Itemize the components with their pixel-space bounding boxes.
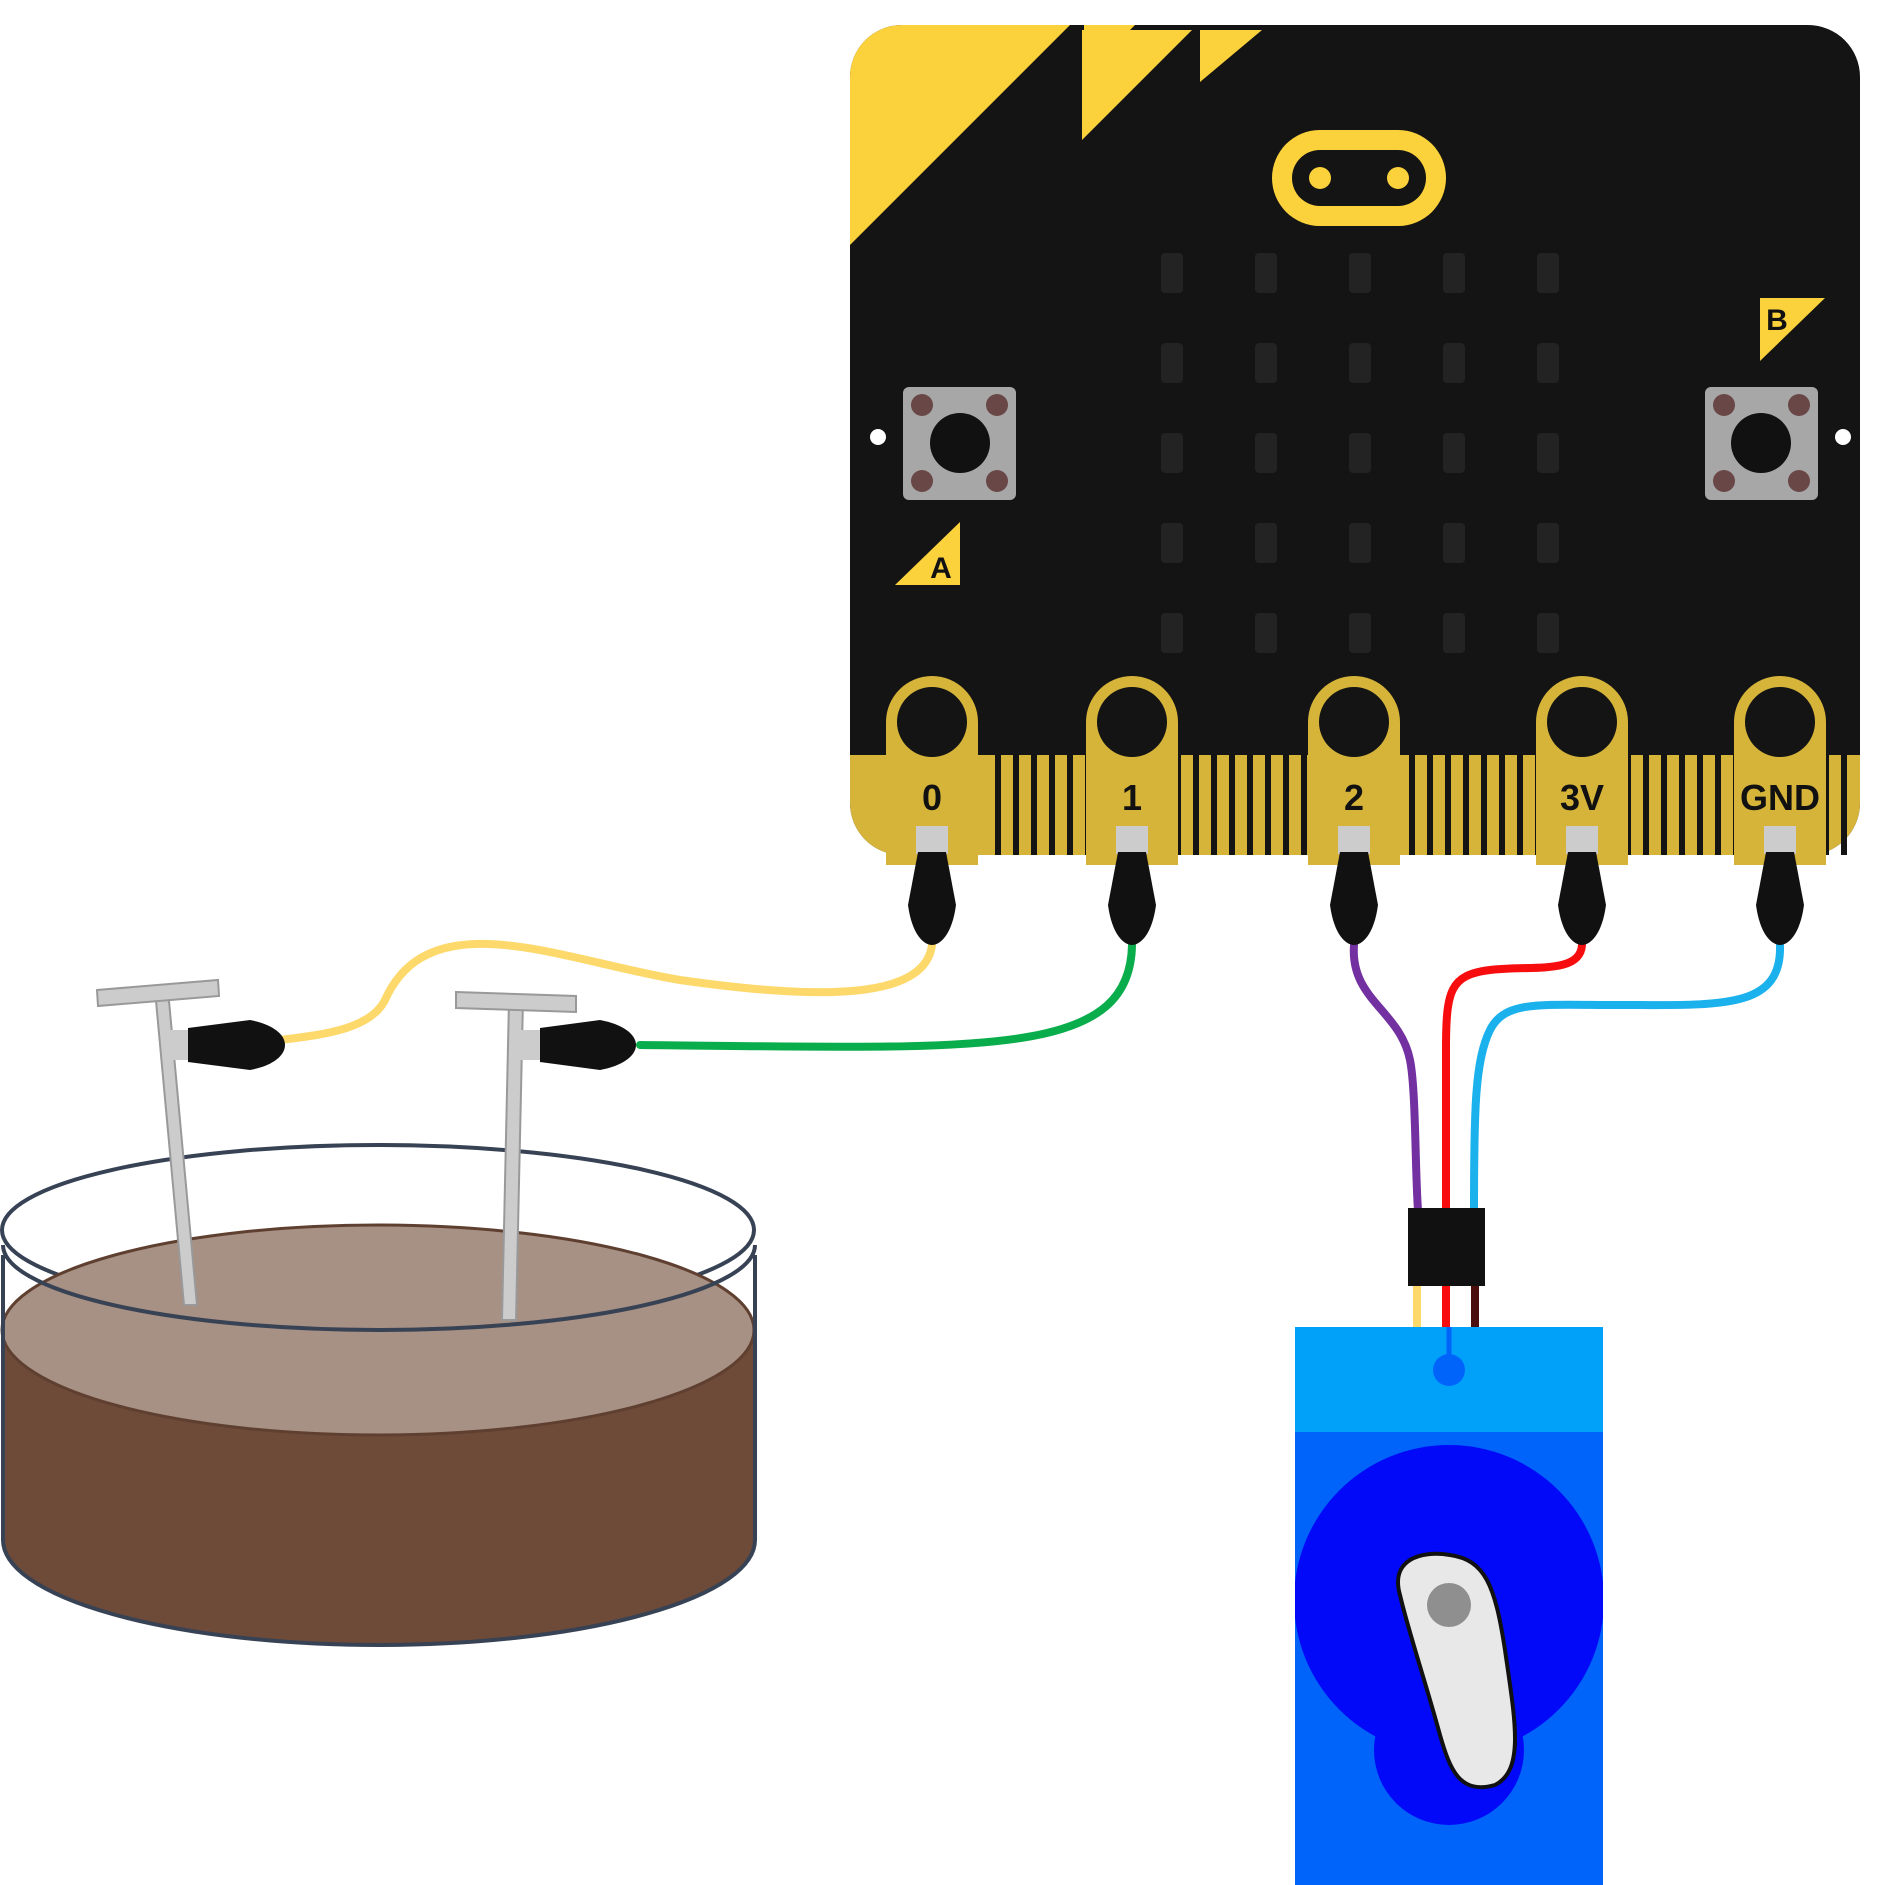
microbit-logo (1272, 130, 1446, 226)
clip-pin-0 (908, 826, 956, 945)
button-a-label: A (930, 552, 952, 585)
pin-3v-pad[interactable]: 3V (1536, 676, 1628, 865)
led-0-0 (1161, 253, 1183, 293)
button-a-marker: A (895, 522, 960, 585)
mounting-hole-left (870, 429, 886, 445)
pot-rim-front (1, 1244, 757, 1332)
connector-tooth (1661, 755, 1667, 855)
crocodile-clips (908, 826, 1804, 945)
servo-horn-hub (1427, 1583, 1471, 1627)
pin-1-pad[interactable]: 1 (1086, 676, 1178, 865)
connector-tooth (1427, 755, 1433, 855)
led-0-4 (1537, 253, 1559, 293)
wire-yellow-pin0 (276, 939, 936, 1044)
connector-tooth (1247, 755, 1253, 855)
connector-tooth (1499, 755, 1505, 855)
pin-0-pad[interactable]: 0 (886, 676, 978, 865)
microbit-board: A B 0 1 2 3V GND (850, 25, 1860, 865)
servo-motor (1295, 1208, 1603, 1885)
wire-blue-gnd (1470, 941, 1785, 1214)
wire-green-pin1 (636, 941, 1136, 1051)
connector-tooth (1013, 755, 1019, 855)
button-b-label: B (1766, 304, 1788, 337)
connector-tooth (1031, 755, 1037, 855)
connector-tooth (1409, 755, 1415, 855)
connector-tooth (1265, 755, 1271, 855)
button-b-marker: B (1760, 298, 1825, 361)
pin-gnd-pad[interactable]: GND (1734, 676, 1826, 865)
led-2-4 (1537, 433, 1559, 473)
connector-tooth (1715, 755, 1721, 855)
led-4-2 (1349, 613, 1371, 653)
pin-pads: 0 1 2 3V GND (886, 676, 1826, 865)
connector-tooth (1697, 755, 1703, 855)
led-3-3 (1443, 523, 1465, 563)
wire-red-3v (1442, 941, 1586, 1214)
button-a[interactable] (903, 387, 1016, 500)
clip-pin-1 (1108, 826, 1156, 945)
led-2-2 (1349, 433, 1371, 473)
soil-pot (0, 978, 757, 1647)
led-4-3 (1443, 613, 1465, 653)
led-0-3 (1443, 253, 1465, 293)
nail-2 (455, 990, 577, 1321)
connector-tooth (1301, 755, 1307, 855)
connector-tooth (1067, 755, 1073, 855)
led-0-1 (1255, 253, 1277, 293)
clip-pin-2 (1330, 826, 1378, 945)
wires (276, 939, 1785, 1214)
pot-glass-front (0, 1255, 757, 1647)
led-4-0 (1161, 613, 1183, 653)
led-3-2 (1349, 523, 1371, 563)
led-3-1 (1255, 523, 1277, 563)
led-3-4 (1537, 523, 1559, 563)
connector-tooth (1481, 755, 1487, 855)
connector-tooth (1283, 755, 1289, 855)
led-matrix (1161, 253, 1559, 653)
led-4-4 (1537, 613, 1559, 653)
connector-tooth (1841, 755, 1847, 855)
led-1-3 (1443, 343, 1465, 383)
connector-tooth (1211, 755, 1217, 855)
button-b[interactable] (1705, 387, 1818, 500)
mounting-hole-right (1835, 429, 1851, 445)
pin-gnd-label: GND (1740, 777, 1820, 818)
servo-indicator (1433, 1354, 1465, 1386)
connector-tooth (1679, 755, 1685, 855)
pin-2-label: 2 (1344, 777, 1364, 818)
nail-2-clip (517, 1020, 636, 1070)
clip-pin-3v (1558, 826, 1606, 945)
led-2-3 (1443, 433, 1465, 473)
servo-connector (1408, 1208, 1485, 1286)
connector-tooth (1049, 755, 1055, 855)
connector-tooth (995, 755, 1001, 855)
led-1-0 (1161, 343, 1183, 383)
led-1-2 (1349, 343, 1371, 383)
connector-tooth (1643, 755, 1649, 855)
led-2-1 (1255, 433, 1277, 473)
servo-horn (1396, 1551, 1517, 1789)
pin-1-label: 1 (1122, 777, 1142, 818)
led-1-1 (1255, 343, 1277, 383)
connector-tooth (1193, 755, 1199, 855)
led-4-1 (1255, 613, 1277, 653)
connector-tooth (1445, 755, 1451, 855)
pin-3v-label: 3V (1560, 777, 1604, 818)
connector-tooth (1229, 755, 1235, 855)
led-1-4 (1537, 343, 1559, 383)
nail-1 (95, 978, 221, 1306)
nail-1-clip (165, 1020, 285, 1070)
pin-2-pad[interactable]: 2 (1308, 676, 1400, 865)
clip-pin-gnd (1756, 826, 1804, 945)
wire-purple-pin2 (1349, 941, 1422, 1214)
pin-0-label: 0 (922, 777, 942, 818)
led-3-0 (1161, 523, 1183, 563)
led-2-0 (1161, 433, 1183, 473)
led-0-2 (1349, 253, 1371, 293)
connector-tooth (1517, 755, 1523, 855)
connector-tooth (1463, 755, 1469, 855)
